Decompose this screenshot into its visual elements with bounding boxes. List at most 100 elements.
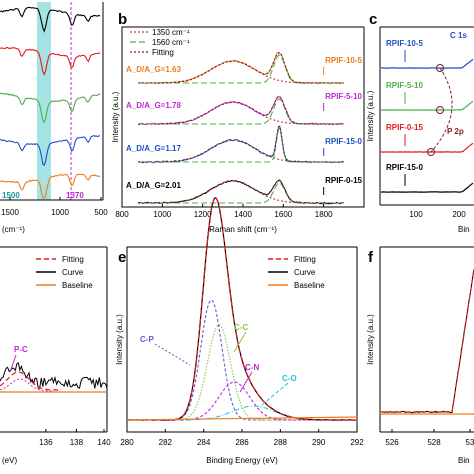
p2p-marker (427, 148, 435, 156)
x-axis-title: Raman shift (cm⁻¹) (209, 225, 277, 234)
legend-label: Fitting (294, 255, 316, 264)
panel-letter-f: f (368, 249, 374, 266)
legend-label: Curve (294, 268, 316, 277)
x-tick-label: 286 (235, 438, 249, 447)
pointer-co (261, 382, 289, 406)
x-tick-label: 200 (452, 210, 466, 219)
x-tick-label: 1400 (234, 210, 252, 219)
series-label-2: RPIF-15-0 (325, 137, 362, 146)
component-label-C-N: C-N (245, 363, 259, 372)
survey-curve-1 (380, 100, 474, 111)
survey-series-label-2: RPIF-0-15 (386, 123, 423, 132)
ftir-trace-4 (0, 173, 101, 199)
d-band-fit-0 (138, 60, 344, 84)
pc-label: P-C (14, 345, 28, 354)
x-tick-label: 1200 (194, 210, 212, 219)
ftir-trace-2 (0, 92, 101, 124)
component-label-C-O: C-O (282, 374, 297, 383)
survey-curve-0 (381, 58, 474, 69)
panel-letter-c: c (369, 11, 377, 28)
x-axis-title: (eV) (2, 456, 17, 465)
p2p-marker (436, 64, 444, 72)
x-tick-label: 800 (115, 210, 129, 219)
x-tick-label: 1000 (153, 210, 171, 219)
x-tick-label: 528 (427, 438, 441, 447)
component-label-C-C: C-C (234, 323, 248, 332)
survey-series-label-3: RPIF-15-0 (386, 163, 423, 172)
component-label-C-P: C-P (140, 335, 154, 344)
g-band-fit-0 (138, 54, 344, 84)
x-axis-title: Binding Energy (eV) (206, 456, 278, 465)
ratio-label-1: A_D/A_G=1.78 (126, 101, 181, 110)
p2p-curve (0, 362, 108, 389)
survey-title: C 1s (450, 31, 467, 40)
panel-letter-e: e (118, 249, 126, 266)
legend-label: 1560 cm⁻¹ (152, 38, 190, 47)
series-label-3: RPIF-0-15 (325, 176, 362, 185)
p2p-connector (430, 67, 453, 153)
x-tick-label: 53 (466, 438, 474, 447)
series-label-0: RPIF-10-5 (325, 56, 362, 65)
pointer-cc (233, 331, 247, 353)
x-tick-label: 284 (197, 438, 211, 447)
y-axis-title: Intensity (a.u.) (366, 314, 375, 365)
component-C-N (155, 381, 318, 421)
panel-letter-b: b (118, 11, 127, 28)
x-tick-label: 1800 (315, 210, 333, 219)
x-axis-title: (cm⁻¹) (2, 225, 25, 234)
component-C-O (155, 405, 318, 421)
x-tick-label: 140 (97, 438, 111, 447)
total-fit-1 (138, 96, 344, 125)
ftir-trace-1 (0, 47, 101, 76)
x-tick-label: 138 (70, 438, 84, 447)
survey-curve-3 (380, 182, 474, 193)
total-fit-2 (138, 125, 344, 163)
ftir-trace-0 (0, 6, 101, 33)
survey-curve-2 (380, 142, 474, 153)
x-tick-label: 288 (274, 438, 288, 447)
o1s-fit (381, 268, 474, 413)
x-tick-label: 1600 (274, 210, 292, 219)
g-band-fit-2 (138, 127, 344, 163)
y-axis-title: Intensity (a.u.) (366, 90, 375, 141)
x-tick-label: 282 (159, 438, 173, 447)
pointer-cn (239, 371, 253, 393)
component-C-C (155, 324, 318, 421)
p2p-label: P 2p (447, 127, 464, 136)
pointer-cp (154, 343, 191, 366)
legend-label: Baseline (62, 281, 93, 290)
x-tick-label: 100 (409, 210, 423, 219)
legend-label: Curve (62, 268, 84, 277)
x-tick-label: 500 (94, 208, 108, 217)
series-label-1: RPIF-5-10 (325, 92, 362, 101)
ratio-label-0: A_D/A_G=1.63 (126, 65, 181, 74)
component-C-P (155, 299, 318, 421)
c1s-fit (127, 196, 356, 421)
y-axis-title: Intensity (a.u.) (115, 314, 124, 365)
p2p-marker (436, 106, 444, 114)
legend-label: Fitting (62, 255, 84, 264)
x-tick-label: 1500 (1, 208, 19, 217)
legend-label: Baseline (294, 281, 325, 290)
x-tick-label: 290 (312, 438, 326, 447)
x-tick-label: 280 (120, 438, 134, 447)
x-tick-label: 526 (385, 438, 399, 447)
o1s-curve (380, 269, 474, 414)
legend-label: 1350 cm⁻¹ (152, 28, 190, 37)
annotation-1500: 1500 (2, 191, 20, 200)
x-tick-label: 1000 (51, 208, 69, 217)
survey-series-label-1: RPIF-5-10 (386, 81, 423, 90)
pc-pointer (9, 354, 17, 373)
c1s-baseline (126, 416, 358, 421)
ftir-trace-3 (0, 134, 101, 167)
legend-label: Fitting (152, 48, 174, 57)
survey-series-label-0: RPIF-10-5 (386, 39, 423, 48)
total-fit-3 (138, 179, 344, 204)
ratio-label-3: A_D/A_G=2.01 (126, 181, 181, 190)
y-axis-title: Intensity (a.u.) (111, 91, 120, 142)
x-tick-label: 136 (39, 438, 53, 447)
x-axis-title: Bin (458, 456, 470, 465)
ratio-label-2: A_D/A_G=1.17 (126, 144, 181, 153)
x-axis-title: Bin (458, 225, 470, 234)
